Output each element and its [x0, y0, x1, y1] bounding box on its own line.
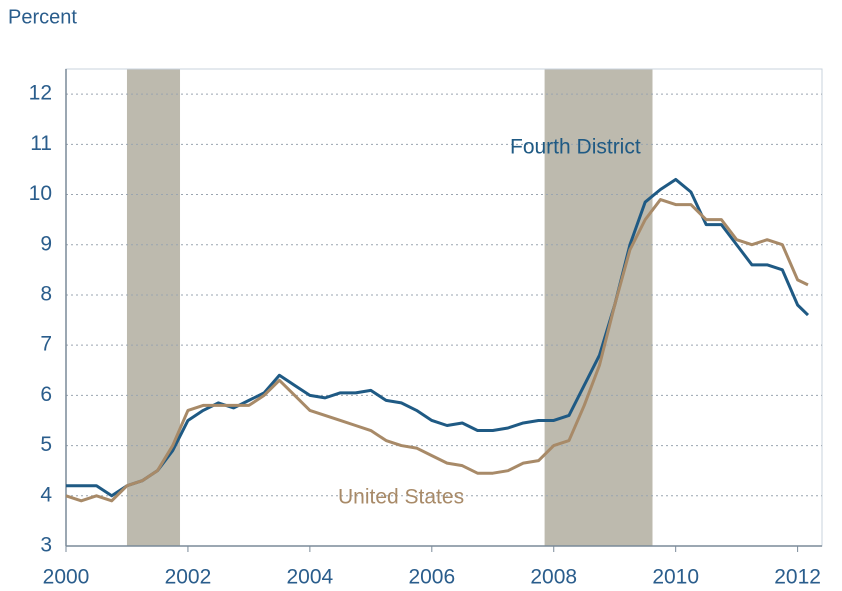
y-tick-label: 6 — [40, 383, 52, 406]
series-line — [65, 198, 809, 503]
x-tick-label: 2010 — [652, 566, 699, 589]
x-tick-label: 2004 — [287, 566, 334, 589]
x-tick-label: 2006 — [408, 566, 455, 589]
x-tick-label: 2002 — [165, 566, 212, 589]
recession-band — [126, 69, 181, 546]
recession-band — [544, 69, 653, 546]
y-tick-label: 9 — [40, 232, 52, 255]
x-tick-label: 2012 — [774, 566, 821, 589]
series-line — [66, 177, 810, 498]
x-tick-label: 2008 — [530, 566, 577, 589]
y-tick-label: 10 — [29, 182, 52, 205]
y-tick-label: 3 — [40, 534, 52, 557]
y-axis-label: Percent — [8, 6, 77, 28]
y-tick-label: 8 — [40, 282, 52, 305]
y-tick-label: 12 — [29, 82, 52, 105]
series-label: United States — [338, 486, 464, 509]
y-tick-label: 5 — [40, 433, 52, 456]
y-tick-label: 4 — [40, 483, 52, 506]
x-tick-label: 2000 — [43, 566, 90, 589]
y-tick-label: 11 — [30, 132, 52, 155]
y-tick-label: 7 — [40, 333, 52, 356]
series-label: Fourth District — [510, 136, 641, 159]
